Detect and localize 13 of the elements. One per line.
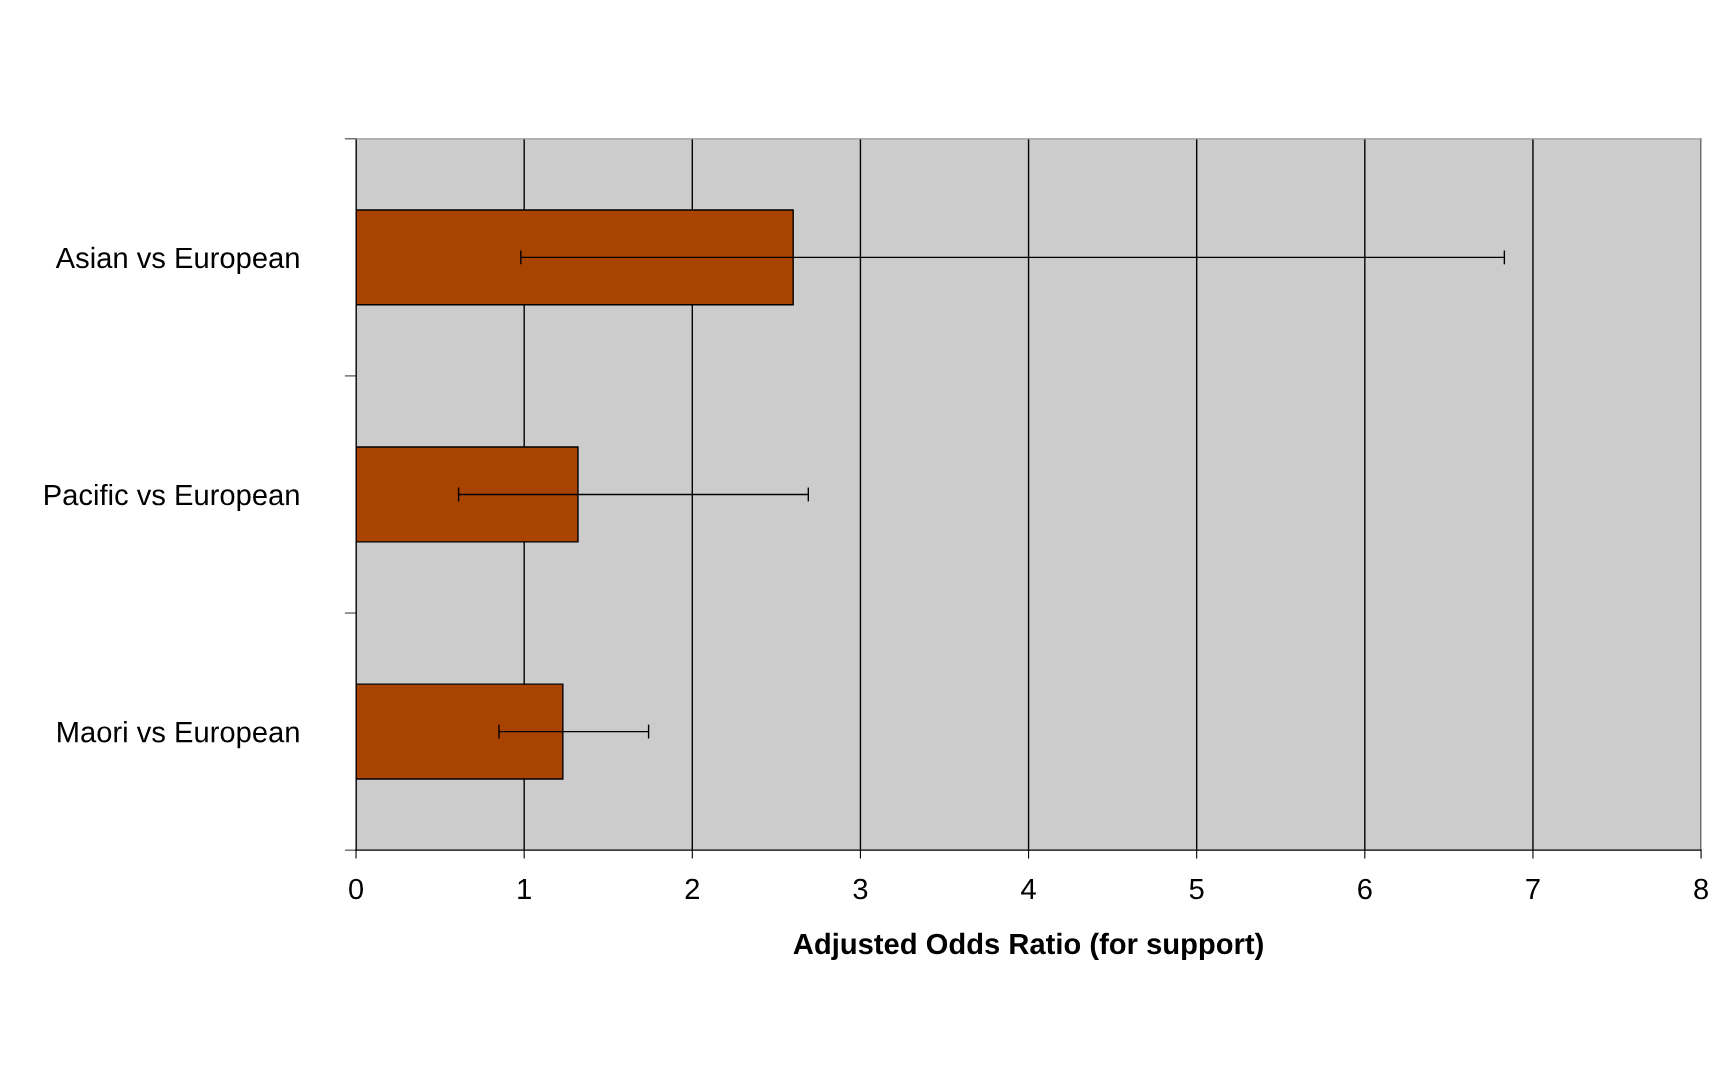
x-tick-label: 6 [1358,878,1372,900]
x-tick-label: 2 [685,878,699,900]
x-tick-label: 0 [349,878,364,900]
x-tick-label: 7 [1526,878,1540,900]
x-tick-label: 5 [1189,878,1204,900]
x-tick-label: 3 [853,878,868,900]
x-axis-title: Adjusted Odds Ratio (for support) [793,932,1263,961]
y-tick-label: Maori vs European [58,721,299,749]
x-tick-label: 4 [1021,878,1036,900]
x-tick-label: 1 [518,878,531,900]
y-tick-label: Asian vs European [55,246,299,275]
y-tick-label: Pacific vs European [45,483,299,512]
x-tick-label: 8 [1694,878,1708,900]
